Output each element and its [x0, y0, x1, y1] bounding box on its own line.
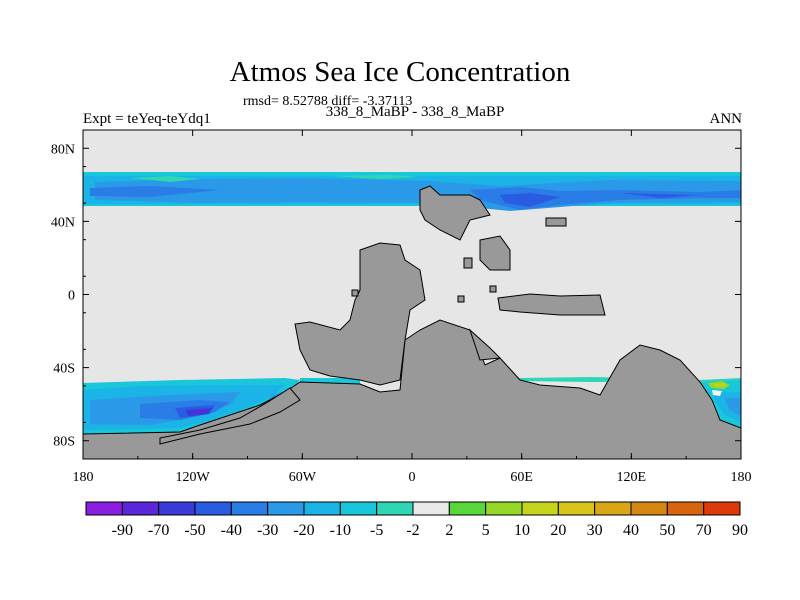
- y-tick-label: 0: [68, 289, 75, 304]
- season-label: ANN: [709, 111, 743, 127]
- island: [489, 285, 497, 293]
- colorbar-label: -2: [406, 522, 419, 539]
- colorbar-swatch: [666, 501, 705, 516]
- colorbar-label: -30: [257, 522, 278, 539]
- colorbar-swatch: [485, 501, 523, 516]
- experiment-label: Expt = teYeq-teYdq1: [83, 111, 211, 127]
- band-level-minus20: [724, 398, 741, 416]
- colorbar-swatch: [158, 501, 196, 516]
- colorbar-label: -5: [370, 522, 383, 539]
- band-level-minus40: [620, 193, 700, 198]
- ridge-landmass: [468, 328, 502, 361]
- colorbar-label: 30: [587, 522, 603, 539]
- northern-ice-band: [83, 172, 741, 211]
- colorbar-label: -40: [221, 522, 242, 539]
- x-axis: 180 120W 60W 0 60E 120E 180: [73, 130, 752, 485]
- band-level-minus2: [130, 176, 200, 182]
- colorbar-swatch: [557, 501, 596, 516]
- colorbar-label: -50: [184, 522, 205, 539]
- x-tick-label: 180: [731, 470, 752, 485]
- island: [351, 289, 359, 297]
- band-level-zero: [712, 390, 722, 396]
- australian-landmass: [497, 293, 606, 316]
- colorbar-swatch: [448, 501, 487, 516]
- x-tick-label: 120W: [176, 470, 211, 485]
- land-masses: [83, 185, 741, 459]
- northern-landmass: [419, 185, 491, 241]
- stats-line: rmsd= 8.52788 diff= -3.37113: [243, 94, 413, 109]
- colorbar-label: -90: [112, 522, 133, 539]
- colorbar-swatch: [630, 501, 668, 516]
- colorbar-swatch: [412, 501, 450, 516]
- x-tick-label: 180: [73, 470, 94, 485]
- band-level-minus30: [90, 186, 220, 197]
- colorbar-label: 90: [732, 522, 748, 539]
- colorbar-label: -20: [293, 522, 314, 539]
- colorbar: -90 -70 -50 -40 -30 -20 -10 -5 -2 2 5 10 20 30 40 50 70 9…: [85, 501, 748, 539]
- colorbar-swatch: [85, 501, 123, 516]
- colorbar-swatch: [230, 501, 269, 516]
- asian-landmass: [479, 235, 511, 271]
- y-tick-label: 40N: [51, 215, 75, 230]
- band-level-minus40: [500, 193, 560, 207]
- colorbar-swatch: [594, 501, 632, 516]
- colorbar-label: 50: [659, 522, 675, 539]
- y-tick-label: 80N: [51, 142, 75, 157]
- colorbar-swatch: [303, 501, 341, 516]
- colorbar-swatch: [521, 501, 559, 516]
- colorbar-swatch: [121, 501, 160, 516]
- island: [463, 257, 473, 269]
- map-plot: [83, 130, 741, 459]
- central-landmass: [294, 242, 426, 386]
- colorbar-label: 20: [550, 522, 566, 539]
- band-level-plus20: [714, 383, 726, 387]
- island: [457, 295, 465, 303]
- colorbar-label: 10: [514, 522, 530, 539]
- colorbar-label: 2: [445, 522, 453, 539]
- colorbar-label: 5: [482, 522, 490, 539]
- x-tick-label: 120E: [617, 470, 647, 485]
- colorbar-swatch: [703, 501, 741, 516]
- band-level-minus2: [330, 175, 420, 179]
- colorbar-swatch: [194, 501, 232, 516]
- x-tick-label: 0: [409, 470, 416, 485]
- colorbar-swatch: [376, 501, 414, 516]
- x-tick-label: 60W: [289, 470, 317, 485]
- map-subtitle: 338_8_MaBP - 338_8_MaBP: [325, 104, 505, 120]
- x-tick-label: 60E: [510, 470, 533, 485]
- colorbar-label: -10: [330, 522, 351, 539]
- colorbar-label: 70: [696, 522, 712, 539]
- y-axis: 80N 40N 0 40S 80S: [51, 129, 741, 460]
- band-level-minus70: [195, 410, 208, 414]
- y-tick-label: 80S: [53, 435, 75, 450]
- map-title: Atmos Sea Ice Concentration: [229, 56, 571, 88]
- colorbar-swatch: [267, 501, 305, 516]
- colorbar-label: -70: [148, 522, 169, 539]
- y-tick-label: 40S: [53, 362, 75, 377]
- colorbar-swatch: [339, 501, 378, 516]
- peninsula-landmass: [159, 387, 301, 445]
- colorbar-label: 40: [623, 522, 639, 539]
- island: [545, 217, 567, 227]
